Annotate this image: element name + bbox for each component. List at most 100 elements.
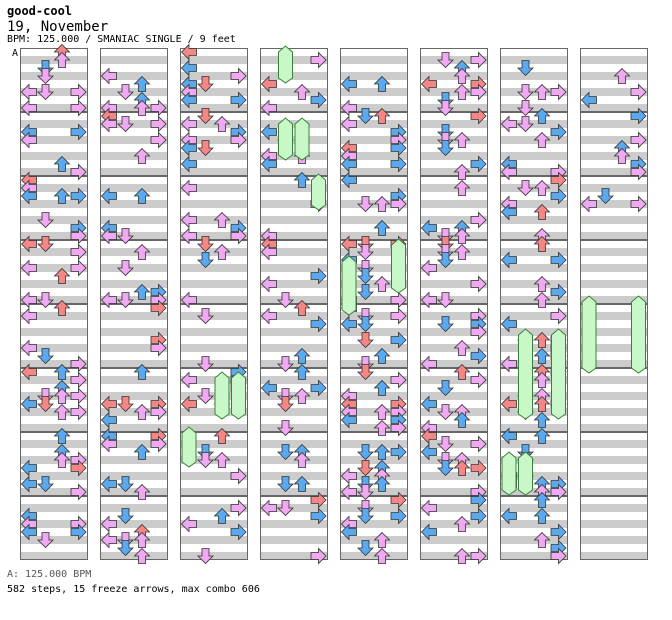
beat-band	[580, 136, 648, 144]
up-arrow-icon	[53, 299, 71, 316]
down-arrow-icon	[197, 548, 214, 565]
beat-band	[260, 344, 328, 352]
right-arrow-icon	[390, 419, 407, 437]
measure-frame	[580, 368, 648, 432]
left-arrow-icon	[420, 395, 437, 413]
right-arrow-icon	[470, 459, 487, 477]
beat-band	[180, 312, 248, 320]
beat-band	[500, 216, 568, 224]
beat-band	[580, 280, 648, 288]
beat-band	[580, 88, 648, 96]
left-arrow-icon	[500, 395, 517, 413]
left-arrow-icon	[340, 171, 357, 189]
left-arrow-icon	[100, 291, 117, 309]
measure-frame	[420, 176, 488, 240]
down-arrow-icon	[197, 236, 214, 253]
beat-band	[180, 488, 248, 496]
beat-band	[100, 168, 168, 176]
beat-band	[580, 56, 648, 64]
beat-band	[580, 248, 648, 256]
up-arrow-icon	[373, 347, 391, 364]
measure-frame	[500, 240, 568, 304]
right-arrow-icon	[390, 443, 407, 461]
right-arrow-icon	[70, 187, 87, 205]
beat-band	[500, 504, 568, 512]
down-arrow-icon	[357, 108, 374, 125]
up-arrow-icon	[453, 131, 471, 148]
up-arrow-icon	[213, 507, 231, 524]
beat-band	[340, 392, 408, 400]
beat-band	[100, 424, 168, 432]
right-arrow-icon	[70, 355, 87, 373]
beat-band	[100, 376, 168, 384]
left-arrow-icon	[100, 475, 117, 493]
beat-band	[20, 216, 88, 224]
down-arrow-icon	[277, 292, 294, 309]
measure-frame	[340, 368, 408, 432]
right-arrow-icon	[630, 107, 647, 125]
beat-band	[500, 520, 568, 528]
beat-band	[100, 312, 168, 320]
measure-frame	[20, 304, 88, 368]
up-arrow-icon	[533, 371, 551, 388]
beat-band	[100, 328, 168, 336]
beat-band	[340, 88, 408, 96]
left-arrow-icon	[100, 395, 117, 413]
up-arrow-icon	[373, 219, 391, 236]
right-arrow-icon	[390, 371, 407, 389]
beat-band	[340, 104, 408, 112]
measure-frame	[340, 112, 408, 176]
beat-band	[420, 360, 488, 368]
right-arrow-icon	[550, 547, 567, 565]
measure-frame	[260, 240, 328, 304]
down-arrow-icon	[357, 268, 374, 285]
up-arrow-icon	[293, 451, 311, 468]
measure-frame	[340, 496, 408, 560]
up-arrow-icon	[213, 451, 231, 468]
measure-frame	[180, 48, 248, 112]
down-arrow-icon	[277, 476, 294, 493]
freeze-arrow	[518, 328, 533, 420]
right-arrow-icon	[470, 275, 487, 293]
beat-band	[580, 440, 648, 448]
right-arrow-icon	[310, 315, 327, 333]
up-arrow-icon	[53, 51, 71, 68]
right-arrow-icon	[70, 387, 87, 405]
down-arrow-icon	[37, 84, 54, 101]
beat-band	[260, 184, 328, 192]
beat-band	[340, 488, 408, 496]
up-arrow-icon	[613, 67, 631, 84]
left-arrow-icon	[260, 275, 277, 293]
measure-frame	[20, 368, 88, 432]
up-arrow-icon	[293, 347, 311, 364]
right-arrow-icon	[70, 259, 87, 277]
right-arrow-icon	[150, 131, 167, 149]
right-arrow-icon	[150, 115, 167, 133]
beat-band	[20, 424, 88, 432]
beat-band	[20, 328, 88, 336]
down-arrow-icon	[517, 84, 534, 101]
beat-band	[100, 520, 168, 528]
beat-band	[580, 216, 648, 224]
freeze-arrow	[181, 426, 197, 468]
beat-band	[260, 408, 328, 416]
measure-frame	[580, 112, 648, 176]
beat-band	[260, 312, 328, 320]
beat-band	[580, 344, 648, 352]
left-arrow-icon	[180, 139, 197, 157]
measure-frame	[100, 304, 168, 368]
right-arrow-icon	[70, 243, 87, 261]
beat-band	[180, 328, 248, 336]
measure-frame	[260, 176, 328, 240]
up-arrow-icon	[133, 283, 151, 300]
up-arrow-icon	[133, 99, 151, 116]
beat-band	[580, 408, 648, 416]
beat-band	[180, 104, 248, 112]
beat-band	[100, 456, 168, 464]
up-arrow-icon	[533, 507, 551, 524]
left-arrow-icon	[340, 115, 357, 133]
beat-band	[580, 472, 648, 480]
down-arrow-icon	[437, 460, 454, 477]
beat-band	[180, 536, 248, 544]
